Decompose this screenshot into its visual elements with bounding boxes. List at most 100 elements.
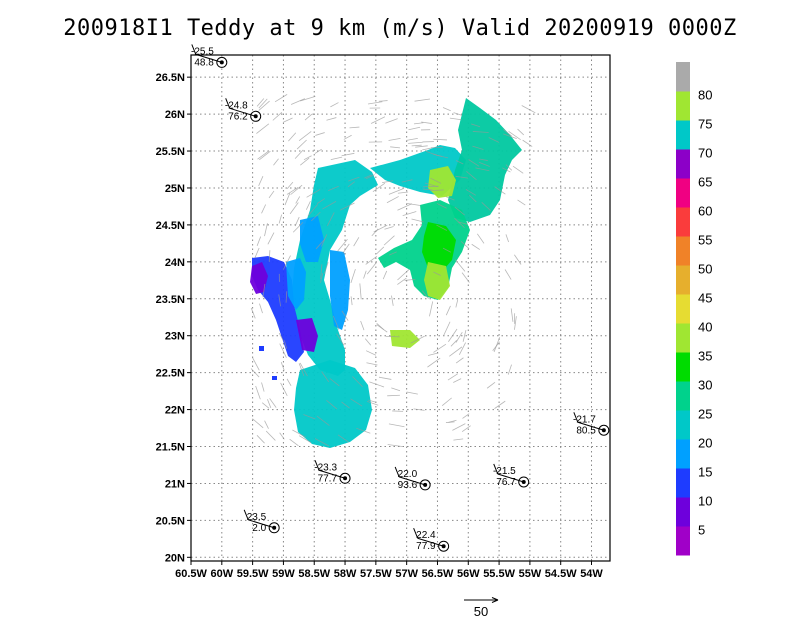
x-tick-label: 59W: [272, 568, 295, 580]
wind-vector: [514, 316, 517, 330]
wind-vector: [450, 340, 458, 347]
wind-vector: [364, 174, 373, 179]
y-tick-label: 25N: [165, 183, 185, 195]
wind-vector: [397, 203, 412, 211]
wind-vector: [502, 167, 511, 173]
x-tick-label: 54W: [580, 568, 603, 580]
wind-vector: [267, 232, 275, 245]
wind-vector: [250, 368, 260, 378]
wind-barb-feather: [314, 460, 320, 471]
y-tick-label: 20.5N: [156, 515, 185, 527]
wind-vector: [289, 202, 299, 215]
wind-vector: [365, 255, 378, 265]
wind-vector: [296, 139, 307, 150]
colorbar-segment: [676, 207, 690, 237]
wind-vector: [507, 364, 512, 375]
wind-vector: [372, 182, 386, 193]
wind-vector: [258, 98, 268, 109]
colorbar: 5 10 15 20 25 30 35 40 45 50 55 60 65 70 75 80: [676, 62, 712, 556]
wind-vector: [471, 123, 481, 128]
wind-vector: [388, 423, 405, 428]
colorbar-segment: [676, 265, 690, 295]
wind-vector: [402, 211, 417, 217]
wind-vector: [512, 165, 524, 174]
wind-vector: [465, 189, 476, 196]
wind-vector: [461, 425, 471, 433]
wind-vector: [494, 400, 506, 409]
wind-vector: [336, 333, 345, 346]
wind-vector: [408, 126, 421, 131]
wind-vector: [406, 391, 418, 395]
wind-vector: [350, 296, 353, 306]
observation-temp: -25.5: [191, 46, 214, 57]
wind-speed-region: [300, 216, 324, 262]
wind-vector: [283, 117, 293, 123]
wind-vector: [256, 98, 265, 107]
wind-vector: [505, 234, 509, 243]
wind-vector: [406, 202, 421, 206]
wind-vector: [258, 176, 264, 187]
y-tick-label: 26N: [165, 109, 185, 121]
observation-height: 48.8: [194, 57, 214, 68]
wind-vector: [286, 186, 299, 195]
wind-vector: [389, 251, 397, 256]
wind-vector: [472, 145, 484, 150]
wind-vector: [365, 174, 375, 180]
y-tick-label: 23.5N: [156, 294, 185, 306]
colorbar-label: 25: [698, 406, 712, 421]
colorbar-label: 35: [698, 348, 712, 363]
wind-vector: [341, 401, 350, 409]
wind-vector: [264, 223, 268, 237]
wind-vector: [433, 138, 447, 141]
wind-vector: [326, 212, 335, 226]
wind-vector: [366, 262, 377, 275]
wind-vector: [413, 408, 425, 411]
wind-vector: [315, 239, 325, 250]
wind-vector: [283, 340, 288, 349]
wind-vector: [385, 118, 398, 124]
wind-vector: [453, 112, 463, 116]
wind-vector: [274, 94, 288, 103]
y-tick-label: 24.5N: [156, 220, 185, 232]
wind-vector: [411, 218, 424, 223]
wind-vectors: [250, 94, 536, 447]
wind-vector: [517, 128, 525, 136]
wind-vector: [352, 376, 363, 388]
observation-temp: 22.4: [416, 530, 436, 541]
wind-vector: [304, 113, 313, 121]
colorbar-segment: [676, 410, 690, 440]
wind-vector: [422, 147, 432, 151]
wind-vector: [445, 196, 455, 201]
wind-vector: [382, 180, 394, 184]
wind-vector: [316, 415, 330, 426]
x-tick-label: 57.5W: [360, 568, 392, 580]
wind-speed-region: [286, 258, 306, 310]
wind-speed-region: [294, 360, 372, 448]
wind-vector: [360, 320, 365, 331]
wind-vector: [261, 402, 270, 409]
wind-barb: [195, 53, 222, 63]
wind-vector: [353, 237, 360, 247]
wind-vector: [445, 305, 451, 316]
wind-vector: [368, 399, 377, 403]
wind-vector: [268, 250, 271, 262]
wind-vector: [388, 188, 404, 195]
wind-vector: [321, 234, 328, 247]
wind-vector: [448, 419, 457, 423]
wind-vector: [349, 126, 360, 129]
wind-vector: [341, 152, 355, 157]
colorbar-label: 10: [698, 493, 712, 508]
wind-vector: [264, 420, 269, 429]
wind-vector: [452, 423, 466, 431]
wind-vector: [314, 148, 322, 154]
wind-vector: [342, 243, 350, 254]
colorbar-segment: [676, 294, 690, 324]
wind-vector: [295, 196, 301, 204]
wind-vector: [433, 343, 447, 353]
wind-vector: [454, 259, 466, 272]
wind-vector: [503, 128, 512, 137]
wind-vector: [441, 397, 452, 406]
wind-vector: [471, 243, 480, 250]
wind-vector: [272, 112, 283, 121]
